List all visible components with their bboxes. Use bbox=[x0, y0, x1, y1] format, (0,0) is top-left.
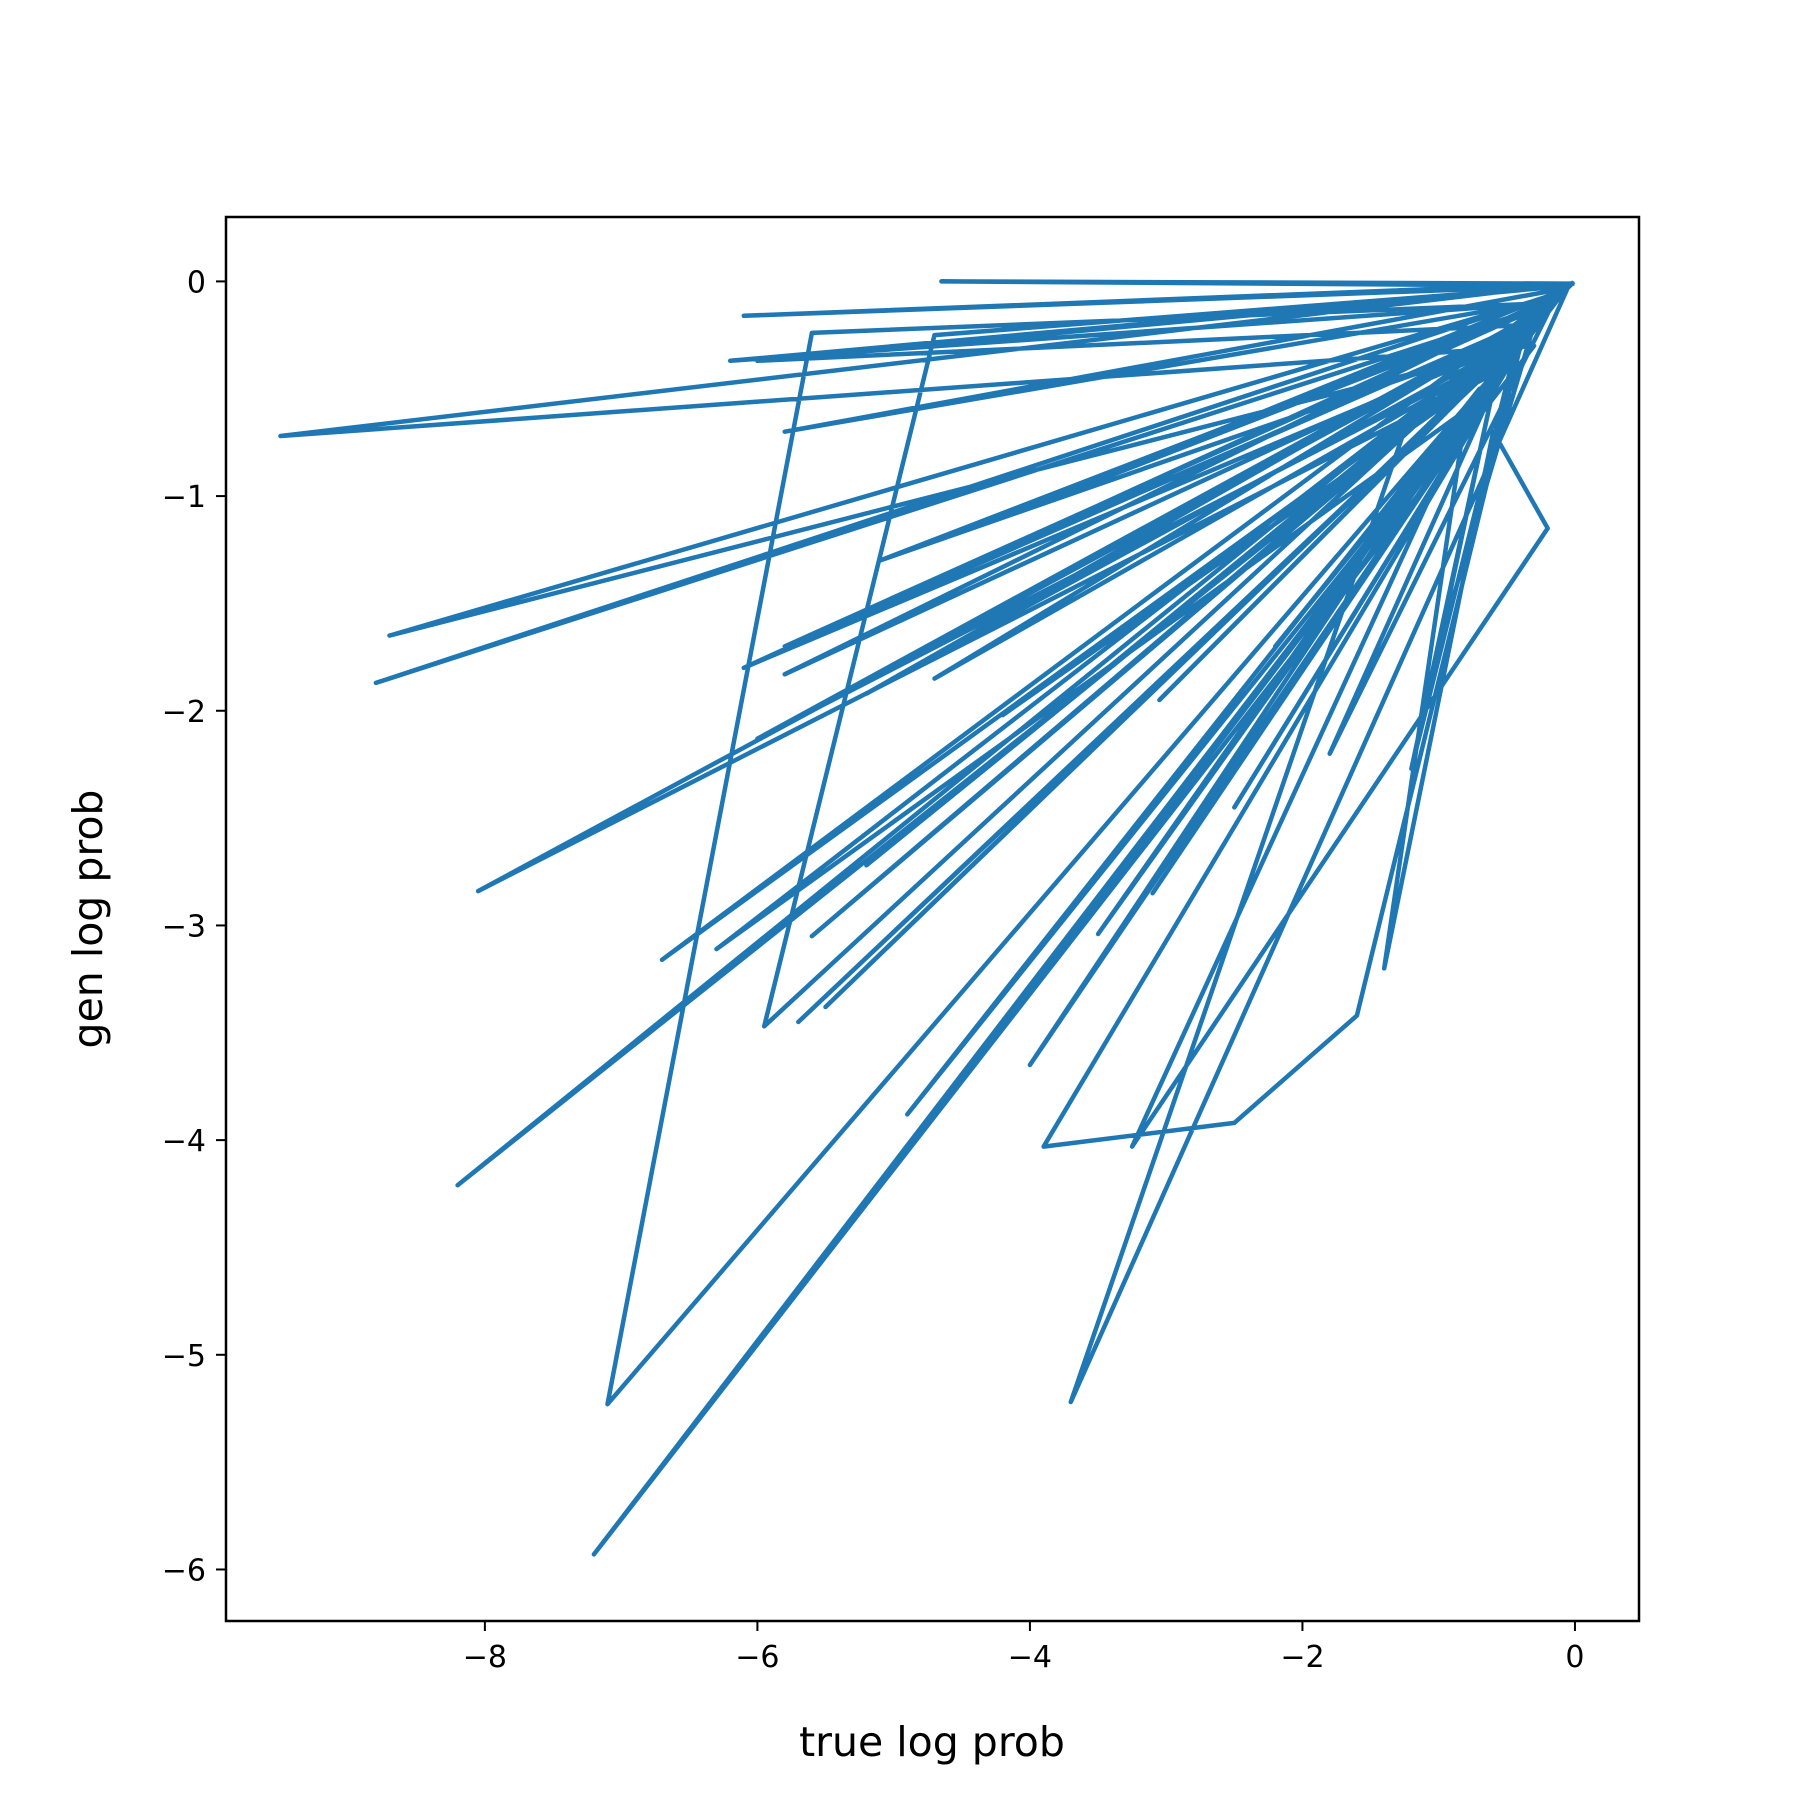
y-tick-label: −4 bbox=[162, 1124, 206, 1159]
x-tick-label: −4 bbox=[1008, 1640, 1052, 1675]
x-axis-label: true log prob bbox=[799, 1718, 1065, 1766]
y-tick-label: −2 bbox=[162, 695, 206, 730]
x-tick-label: 0 bbox=[1565, 1640, 1584, 1675]
x-tick-label: −8 bbox=[463, 1640, 507, 1675]
y-tick-label: −1 bbox=[162, 480, 206, 515]
x-tick-label: −2 bbox=[1280, 1640, 1324, 1675]
series-layer bbox=[278, 279, 1576, 1557]
x-axis: −8 −6 −4 −2 0 bbox=[463, 1621, 1585, 1675]
x-tick-label: −6 bbox=[735, 1640, 779, 1675]
y-tick-label: 0 bbox=[187, 265, 206, 300]
y-tick-label: −5 bbox=[162, 1339, 206, 1374]
plot-frame bbox=[224, 215, 1641, 1623]
y-tick-label: −3 bbox=[162, 909, 206, 944]
series-line-0 bbox=[278, 279, 1576, 1557]
y-tick-label: −6 bbox=[162, 1553, 206, 1588]
y-axis-label: gen log prob bbox=[64, 790, 112, 1049]
y-axis: 0 −1 −2 −3 −4 −5 −6 bbox=[162, 265, 226, 1588]
